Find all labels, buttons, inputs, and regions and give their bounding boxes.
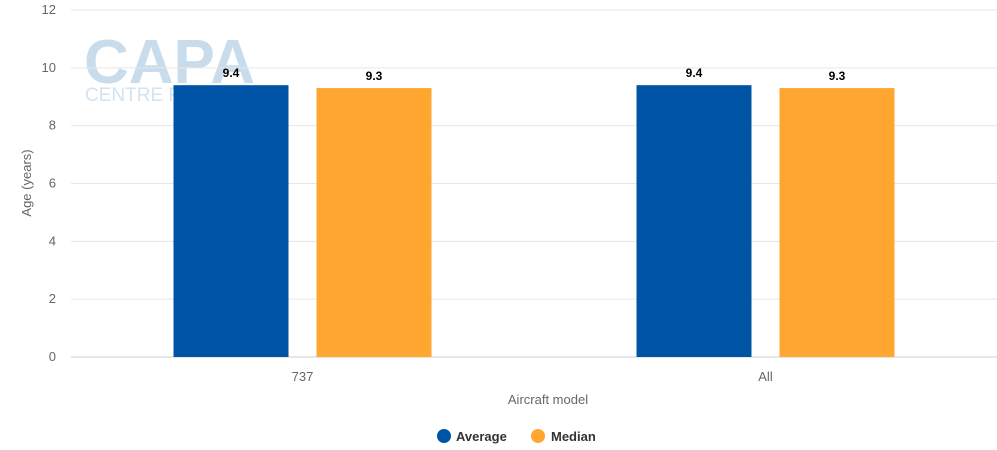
y-tick-label: 2 [49, 291, 56, 306]
y-axis-title: Age (years) [19, 149, 34, 216]
y-tick-label: 12 [42, 2, 56, 17]
x-tick-label: All [758, 369, 773, 384]
data-labels: 9.4 9.3 9.4 9.3 [223, 66, 846, 83]
bars [173, 85, 895, 357]
y-tick-label: 0 [49, 349, 56, 364]
y-axis-ticks: 0 2 4 6 8 10 12 [42, 2, 56, 364]
bar-average-all [636, 85, 752, 357]
legend: Average Median [437, 429, 596, 444]
x-axis-ticks: 737 All [292, 369, 773, 384]
legend-marker [437, 429, 451, 443]
legend-marker [531, 429, 545, 443]
data-label: 9.3 [366, 69, 383, 83]
y-tick-label: 6 [49, 176, 56, 191]
legend-label: Median [551, 429, 596, 444]
y-tick-label: 10 [42, 60, 56, 75]
legend-label: Average [456, 429, 507, 444]
y-tick-label: 8 [49, 118, 56, 133]
watermark: CAPA CENTRE FO [84, 28, 255, 106]
watermark-tagline: CENTRE FO [85, 85, 195, 106]
bar-average-737 [173, 85, 289, 357]
x-tick-label: 737 [292, 369, 314, 384]
data-label: 9.3 [829, 69, 846, 83]
x-axis-title: Aircraft model [508, 392, 588, 407]
bar-median-737 [316, 88, 432, 357]
bar-median-all [779, 88, 895, 357]
data-label: 9.4 [686, 66, 703, 80]
data-label: 9.4 [223, 66, 240, 80]
y-tick-label: 4 [49, 233, 56, 248]
legend-item-average[interactable]: Average [437, 429, 507, 444]
legend-item-median[interactable]: Median [531, 429, 596, 444]
